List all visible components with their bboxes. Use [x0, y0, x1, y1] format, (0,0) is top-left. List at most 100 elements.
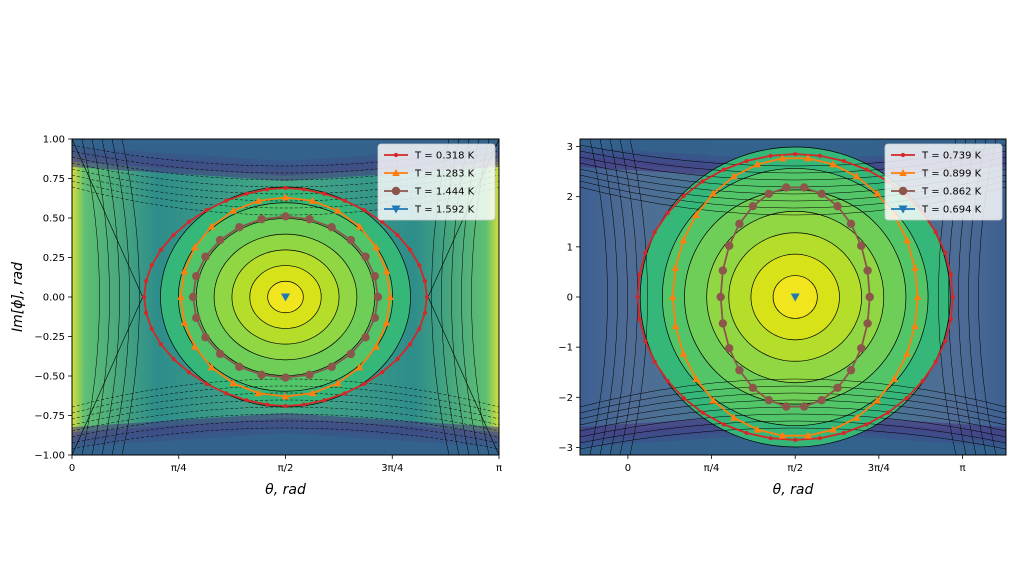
left-series-0-point [342, 391, 347, 396]
left-legend-label: T = 1.444 K [414, 187, 475, 198]
right-ytick-label: −3 [558, 443, 573, 454]
right-series-2-point [725, 344, 734, 353]
left-series-1-point [308, 196, 317, 204]
left-legend-marker [392, 169, 400, 176]
right-legend-label: T = 0.899 K [921, 169, 982, 180]
right-series-2-point [764, 395, 773, 405]
left-ytick-label: 0.00 [43, 293, 65, 304]
right-series-0-point [885, 410, 890, 415]
left-series-3-point [281, 293, 291, 302]
right-contour-line [580, 378, 1006, 408]
right-series-2-point [735, 365, 744, 375]
left-series-1-point [308, 389, 317, 397]
right-series-0-point [768, 153, 773, 158]
left-ytick-label: 0.25 [43, 253, 65, 264]
left-series-2-point [192, 313, 201, 323]
left-series-0-point [407, 342, 413, 347]
left-ytick-label: 0.75 [43, 174, 65, 185]
left-series-2-point [305, 214, 314, 224]
left-series-1-point [254, 389, 263, 397]
right-series-0-point [943, 339, 948, 344]
right-ytick-label: 0 [567, 293, 573, 304]
right-series-0-point [665, 378, 670, 384]
left-legend-marker [391, 186, 401, 196]
left-series-2-point [281, 212, 290, 221]
left-series-0-point [244, 191, 249, 196]
left-series-1-point [177, 293, 185, 300]
right-series-1-point [730, 172, 738, 180]
left-series-1-point [229, 379, 237, 387]
right-xtick-label: π [959, 463, 965, 474]
right-series-1-point [829, 425, 837, 433]
left-series-2-point [373, 292, 383, 302]
right-series-2-point [782, 402, 791, 411]
right-series-0-point [768, 436, 773, 441]
right-series-1-point [692, 374, 700, 382]
left-series-2-point [346, 349, 356, 359]
right-series-1-point [903, 236, 911, 244]
left-series-1-point [382, 318, 391, 326]
right-xtick-label: 0 [625, 463, 631, 474]
right-xlabel: θ, rad [773, 482, 814, 498]
left-series-0-point [395, 356, 400, 362]
left-contour-line [101, 139, 120, 455]
right-series-1-point [679, 349, 688, 357]
left-series-0-point [244, 398, 249, 403]
right-series-1-point [671, 264, 680, 272]
left-series-0-point [149, 263, 154, 268]
left-legend-label: T = 0.318 K [414, 151, 475, 162]
right-series-0-point [933, 359, 938, 364]
left-series-1-point [382, 267, 391, 275]
left-legend-label: T = 1.283 K [414, 169, 475, 180]
right-series-1-point [873, 189, 881, 197]
right-series-0-point [652, 230, 657, 235]
right-series-0-point [841, 158, 847, 164]
left-series-1-point [372, 243, 380, 251]
left-contour-line [91, 139, 110, 455]
left-series-2-point [327, 362, 336, 371]
left-series-layer [142, 185, 429, 409]
right-series-0-point [652, 359, 657, 364]
right-series-1-point [671, 321, 680, 329]
right-plot: 0 π/4 π/2 3π/4 π 3 2 1 0 −1 −2 −3 θ, rad T = 0.739 … [558, 138, 1007, 498]
left-series-0-point [186, 370, 192, 375]
right-series-1-point [668, 293, 677, 300]
left-series-0-point [143, 278, 149, 284]
right-contour-line [580, 392, 1006, 420]
right-series-0-point [920, 378, 925, 384]
right-xtick-label: π/2 [787, 463, 803, 474]
left-series-0-point [224, 198, 229, 203]
right-series-0-point [948, 317, 953, 322]
left-series-0-point [149, 326, 154, 331]
right-series-1-point [890, 374, 899, 382]
right-series-2-point [735, 219, 744, 229]
right-series-0-point [817, 436, 822, 441]
left-series-0-point [171, 232, 176, 238]
left-series-2-point [188, 292, 198, 302]
right-series-0-point [681, 395, 686, 401]
left-series-0-point [362, 381, 367, 386]
right-ytick-label: 1 [567, 242, 573, 253]
left-series-2-point [346, 235, 356, 245]
right-series-2-point [817, 189, 826, 199]
left-series-0-point [322, 398, 327, 403]
left-legend-label: T = 1.592 K [414, 205, 475, 216]
right-series-0-point [948, 272, 953, 277]
right-contour-line [609, 139, 628, 455]
left-contour-line [72, 427, 499, 450]
right-series-1-point [778, 431, 787, 439]
left-contour-line [72, 385, 499, 414]
right-series-1-point [778, 154, 787, 162]
left-xtick-label: π/4 [171, 463, 187, 474]
right-series-1-point [804, 154, 812, 162]
right-series-0-point [864, 422, 869, 427]
left-xtick-label: 3π/4 [381, 463, 403, 474]
right-contour-line [599, 139, 618, 455]
left-series-0-point [158, 342, 164, 347]
left-series-2-point [201, 252, 210, 261]
right-series-0-point [637, 317, 642, 322]
left-series-2-point [327, 223, 336, 232]
right-series-2-point [865, 292, 874, 302]
right-series-2-point [833, 201, 842, 211]
left-contour-line [81, 139, 100, 455]
